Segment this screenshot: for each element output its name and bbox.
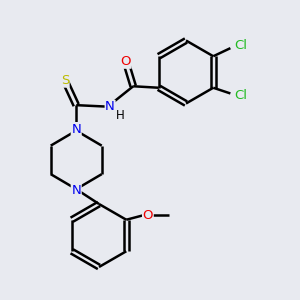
Text: O: O — [121, 55, 131, 68]
Text: Cl: Cl — [234, 89, 247, 102]
Text: O: O — [142, 209, 153, 222]
Text: N: N — [105, 100, 115, 113]
Text: S: S — [61, 74, 69, 87]
Text: Cl: Cl — [234, 39, 247, 52]
Text: N: N — [71, 123, 81, 136]
Text: N: N — [71, 184, 81, 197]
Text: H: H — [116, 109, 125, 122]
